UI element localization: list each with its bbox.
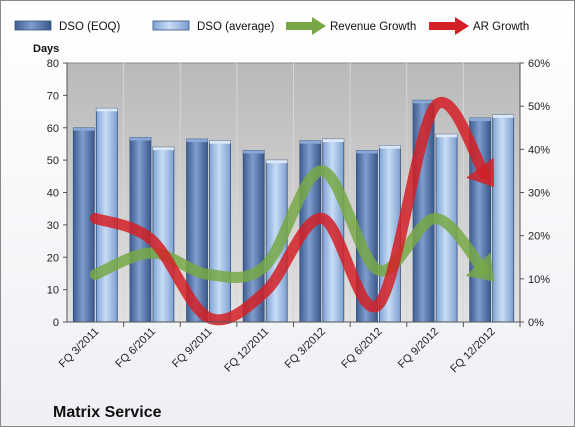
- bar-cap: [299, 140, 321, 144]
- y-axis-title: Days: [33, 43, 59, 55]
- bar-dso-average-: [209, 140, 231, 323]
- bar-cap: [436, 134, 458, 138]
- legend-arrow: [312, 17, 326, 35]
- bar-cap: [96, 108, 118, 112]
- bar-cap: [266, 160, 288, 164]
- legend-item-dso-eoq-: DSO (EOQ): [14, 20, 121, 33]
- y-tick-label: 70: [47, 90, 59, 102]
- y-tick-label: 30: [47, 220, 59, 232]
- y2-tick-label: 40%: [528, 144, 550, 156]
- legend-item-ar-growth: AR Growth: [429, 17, 529, 35]
- y2-tick-label: 60%: [528, 58, 550, 70]
- bar-cap: [492, 114, 514, 118]
- legend-swatch: [14, 20, 52, 31]
- x-tick-label: FQ 3/2012: [283, 326, 328, 371]
- bar-cap: [413, 100, 435, 104]
- ar-growth-line: [89, 97, 491, 326]
- legend-item-dso-average-: DSO (average): [152, 20, 275, 33]
- x-tick-label: FQ 9/2011: [170, 326, 215, 371]
- y-tick-label: 20: [47, 252, 59, 264]
- bar-cap: [209, 140, 231, 144]
- legend-item-revenue-growth: Revenue Growth: [286, 17, 416, 35]
- bar-body: [72, 127, 95, 323]
- x-tick-label: FQ 6/2011: [113, 326, 158, 371]
- y2-tick-label: 0%: [528, 317, 544, 329]
- x-tick-label: FQ 9/2012: [396, 326, 441, 371]
- revenue-growth-arrowhead: [465, 252, 495, 282]
- bar-body: [209, 140, 231, 323]
- ar-growth-arrowhead: [466, 157, 495, 188]
- y2-tick-label: 30%: [528, 188, 550, 200]
- bar-body: [152, 146, 175, 323]
- bar-dso-average-: [492, 114, 515, 323]
- bar-dso-eoq-: [72, 127, 95, 323]
- y-tick-label: 0: [53, 317, 59, 329]
- x-tick-label: FQ 3/2011: [57, 326, 102, 371]
- y-tick-label: 10: [47, 285, 59, 297]
- y-tick-label: 40: [47, 188, 59, 200]
- x-tick-label: FQ 12/2012: [448, 326, 498, 376]
- legend-label: DSO (average): [197, 21, 275, 33]
- y2-tick-label: 20%: [528, 231, 550, 243]
- bar-cap: [379, 145, 401, 149]
- bar-cap: [322, 139, 344, 143]
- y2-tick-label: 10%: [528, 274, 550, 286]
- y2-tick-label: 50%: [528, 101, 550, 113]
- legend-swatch: [152, 20, 190, 31]
- bar-cap: [469, 118, 491, 122]
- bar-dso-average-: [152, 146, 175, 323]
- x-tick-label: FQ 6/2012: [339, 326, 384, 371]
- legend: DSO (EOQ) DSO (average) Revenue Growth AR G…: [14, 17, 529, 35]
- y-tick-label: 60: [47, 123, 59, 135]
- bar-cap: [152, 147, 174, 151]
- chart-title: Matrix Service: [53, 404, 162, 421]
- legend-label: DSO (EOQ): [59, 21, 121, 33]
- legend-arrow: [455, 17, 469, 35]
- x-tick-label: FQ 12/2011: [222, 326, 271, 375]
- bar-cap: [129, 137, 151, 141]
- bar-cap: [73, 127, 95, 131]
- bar-body: [492, 114, 515, 323]
- bar-cap: [186, 139, 208, 143]
- bar-cap: [243, 150, 265, 154]
- legend-label: Revenue Growth: [330, 21, 416, 33]
- bar-cap: [356, 150, 378, 154]
- y-tick-label: 50: [47, 155, 59, 167]
- y-tick-label: 80: [47, 58, 59, 70]
- legend-label: AR Growth: [473, 21, 529, 33]
